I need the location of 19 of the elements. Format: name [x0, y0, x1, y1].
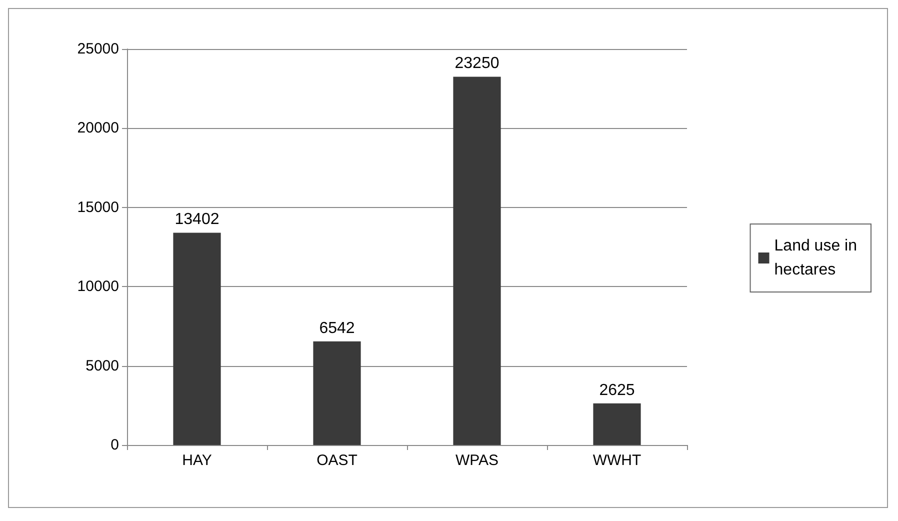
data-label: 23250: [454, 55, 500, 72]
x-tick-label: OAST: [316, 452, 358, 469]
data-label: 13402: [174, 211, 220, 228]
bar: [453, 76, 501, 445]
y-tick-label: 10000: [77, 278, 119, 296]
legend-label: Land use in hectares: [774, 238, 857, 278]
x-tick-label: HAY: [182, 452, 212, 469]
y-tick-label: 0: [110, 436, 119, 454]
y-tick-label: 15000: [77, 198, 119, 216]
x-tick-label: WPAS: [455, 452, 499, 469]
y-tick-label: 5000: [86, 357, 119, 374]
y-tick-label: 20000: [77, 120, 119, 137]
bar: [593, 403, 641, 445]
data-label: 2625: [599, 382, 635, 399]
bar: [173, 232, 221, 445]
bar: [313, 341, 361, 445]
x-tick-label: WWHT: [592, 452, 642, 469]
y-tick-label: 25000: [77, 40, 119, 58]
data-label: 6542: [319, 320, 355, 337]
